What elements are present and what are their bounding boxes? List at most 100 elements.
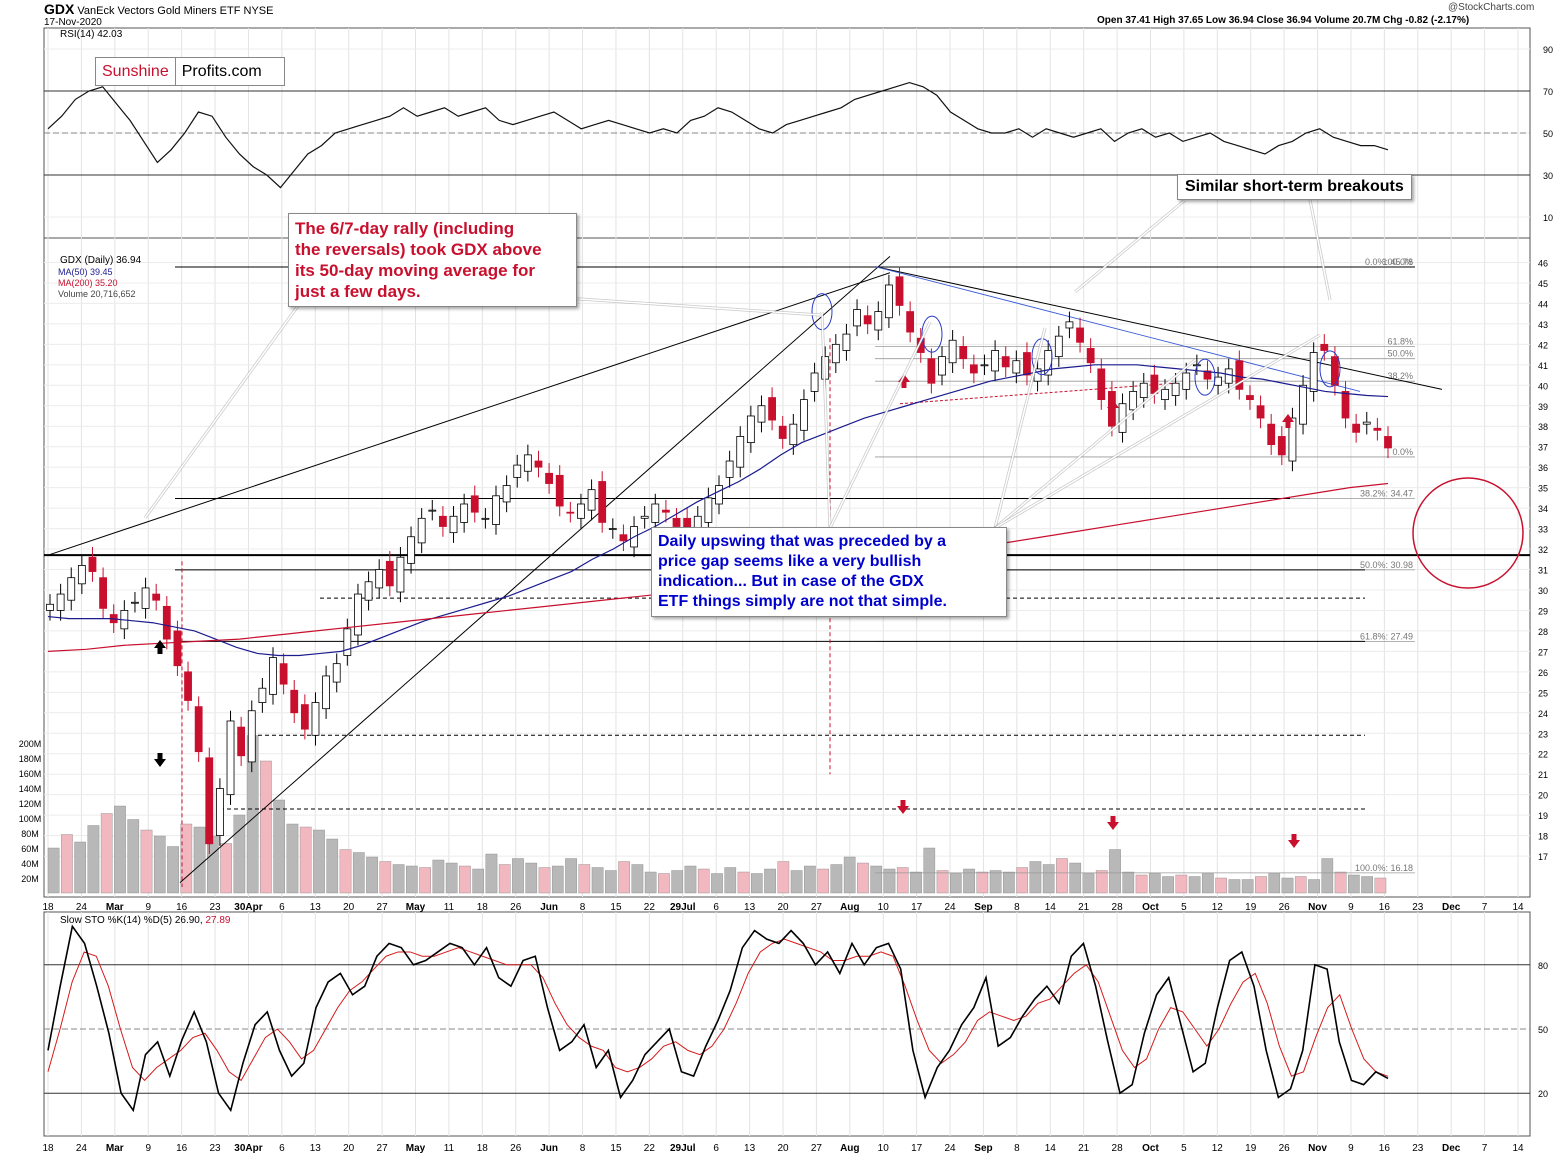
candle-body: [1139, 382, 1148, 398]
candle-body: [1203, 370, 1212, 380]
volume-bar: [711, 873, 723, 894]
candle-body: [534, 460, 543, 468]
candle-body: [269, 657, 277, 695]
candle-body: [725, 460, 734, 478]
candle-body: [67, 577, 76, 601]
x-tick-label: 23: [1412, 902, 1424, 913]
trend-line: [179, 255, 891, 884]
volume-bar: [1188, 876, 1201, 894]
sto-tick-label: 20: [1538, 1089, 1548, 1099]
candle-body: [375, 569, 384, 589]
x-tick-label-bottom: 10: [878, 1143, 890, 1154]
volume-bar: [432, 859, 445, 894]
volume-bar: [87, 825, 100, 894]
volume-bar: [379, 861, 392, 894]
volume-bar: [1374, 877, 1387, 894]
candle-body: [1161, 388, 1169, 401]
breakouts-pointer: [1309, 199, 1331, 301]
price-tick-label: 35: [1538, 484, 1548, 494]
sto-tick-label: 80: [1538, 961, 1548, 971]
candle-body: [502, 485, 511, 503]
candle-body: [736, 436, 745, 468]
volume-bar: [671, 870, 684, 894]
volume-bar: [366, 856, 378, 894]
x-tick-label: 14: [1045, 902, 1057, 913]
candle-body: [449, 515, 458, 534]
candle-body: [1341, 391, 1350, 419]
sto-k-label: Slow STO %K(14) %D(5) 26.90,: [60, 915, 203, 926]
x-tick-label: 8: [580, 902, 586, 913]
candle-body: [258, 687, 267, 703]
candle-body: [778, 425, 787, 439]
candle-body: [598, 481, 607, 523]
volume-bar: [233, 814, 246, 894]
volume-bar: [459, 865, 471, 894]
x-tick-label-bottom: 21: [1078, 1143, 1090, 1154]
upswing-annotation: Daily upswing that was preceded by a pri…: [651, 527, 1007, 617]
volume-tick-label: 40M: [21, 859, 39, 869]
volume-tick-label: 20M: [21, 874, 39, 884]
volume-bar: [843, 856, 856, 894]
volume-bar: [764, 868, 776, 894]
x-tick-label-bottom: 5: [1181, 1143, 1187, 1154]
chart-title: GDX VanEck Vectors Gold Miners ETF NYSE: [44, 1, 273, 17]
volume-bar: [299, 826, 312, 894]
x-tick-label: Sep: [974, 902, 992, 913]
volume-bar: [1029, 861, 1042, 894]
volume-bar: [260, 760, 272, 894]
price-tick-label: 18: [1538, 832, 1548, 842]
rally-annotation: The 6/7-day rally (including the reversa…: [288, 213, 577, 307]
candle-body: [322, 675, 330, 710]
volume-bar: [406, 865, 418, 894]
volume-tick-label: 160M: [19, 769, 42, 779]
price-tick-label: 36: [1538, 463, 1548, 473]
volume-tick-label: 140M: [19, 784, 42, 794]
upswing-pointer: [829, 321, 931, 529]
volume-bar: [1281, 877, 1294, 894]
volume-bar: [167, 846, 179, 894]
x-tick-label-bottom: 20: [343, 1143, 355, 1154]
x-tick-label-bottom: 26: [1279, 1143, 1291, 1154]
x-tick-label-bottom: 18: [42, 1143, 54, 1154]
candle-body: [1012, 360, 1021, 374]
volume-bar: [565, 858, 577, 894]
candle-body: [969, 364, 978, 374]
price-tick-label: 33: [1538, 525, 1548, 535]
candle-body: [895, 276, 904, 306]
candle-body: [162, 605, 171, 640]
x-tick-label-bottom: 27: [377, 1143, 389, 1154]
rsi-tick-label: 30: [1543, 171, 1553, 181]
x-tick-label: 13: [310, 902, 322, 913]
volume-bar: [180, 823, 193, 894]
volume-bar: [923, 847, 936, 894]
x-tick-label-bottom: Nov: [1308, 1143, 1327, 1154]
candle-body: [566, 511, 575, 514]
legend-ma50: MA(50) 39.45: [58, 267, 113, 277]
x-tick-label: 15: [610, 902, 622, 913]
x-tick-label: 16: [176, 902, 188, 913]
x-tick-label-bottom: 8: [580, 1143, 586, 1154]
volume-bar: [1334, 871, 1347, 894]
volume-bar: [790, 870, 803, 894]
candle-body: [99, 577, 107, 609]
upswing-line-2: price gap seems like a very bullish: [658, 553, 922, 570]
candle-body: [396, 556, 405, 593]
fib-label: 50.0%: [1387, 349, 1413, 359]
volume-bar: [1122, 871, 1135, 894]
sto-k-line: [47, 924, 1389, 1113]
x-tick-label-bottom: 16: [1379, 1143, 1391, 1154]
x-tick-label: 5: [1181, 902, 1187, 913]
candle-body: [1224, 368, 1233, 384]
x-tick-label: Jun: [540, 902, 558, 913]
candle-body: [428, 509, 437, 512]
volume-bar: [883, 868, 896, 894]
x-tick-label-bottom: Dec: [1442, 1143, 1461, 1154]
price-tick-label: 26: [1538, 668, 1548, 678]
price-tick-label: 41: [1538, 361, 1548, 371]
volume-bar: [976, 871, 989, 894]
arrow-up-icon: [154, 640, 166, 654]
candle-body: [1267, 423, 1276, 446]
candle-body: [56, 593, 65, 611]
volume-tick-label: 120M: [19, 799, 42, 809]
x-tick-label: 6: [279, 902, 285, 913]
